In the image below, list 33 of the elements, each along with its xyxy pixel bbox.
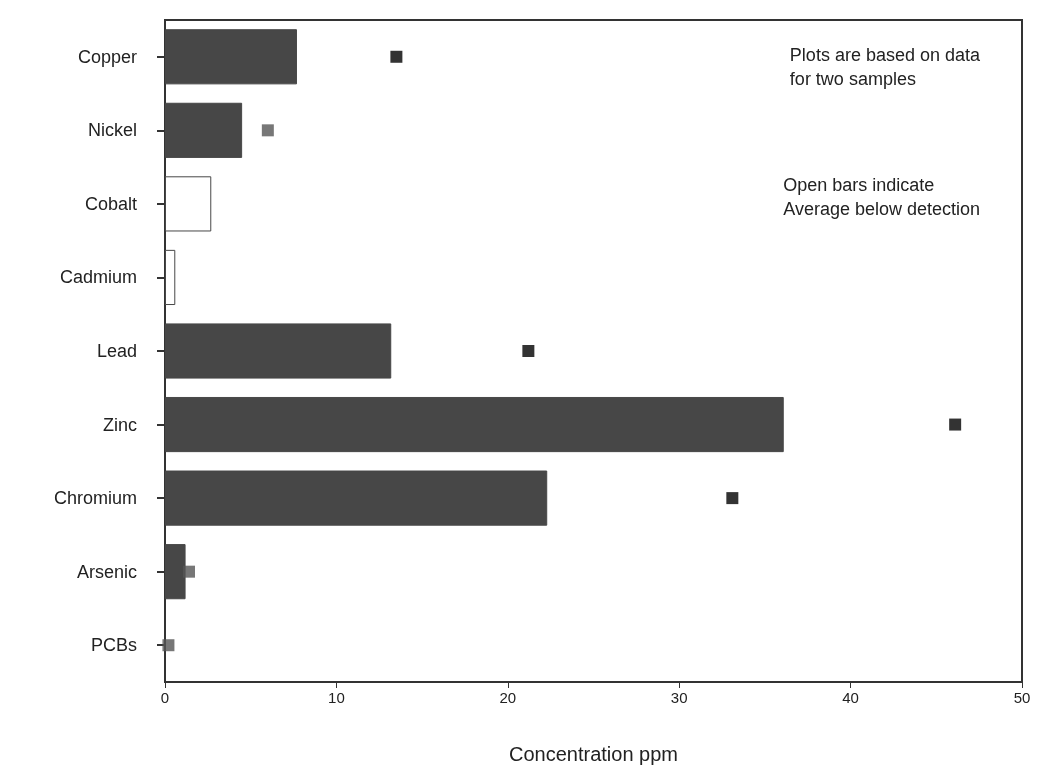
x-tick-label: 50: [1013, 689, 1031, 706]
y-tick-label: Nickel: [87, 120, 137, 141]
x-tick-label: 20: [499, 689, 517, 706]
x-tick-label: 30: [670, 689, 688, 706]
point: [261, 124, 274, 137]
point: [522, 345, 535, 357]
y-tick-label: Cadmium: [59, 267, 137, 288]
x-axis-title: Concentration ppm: [509, 743, 678, 765]
point: [162, 639, 175, 652]
bar: [165, 249, 176, 306]
bar: [165, 544, 186, 600]
x-tick-label: 10: [328, 689, 345, 706]
point: [726, 492, 739, 505]
y-tick-label: Copper: [77, 46, 137, 67]
point: [183, 565, 195, 578]
y-tick-label: Cobalt: [84, 193, 137, 214]
y-tick-label: Arsenic: [76, 561, 137, 582]
x-tick-label: 0: [160, 689, 170, 706]
y-tick-label: Chromium: [53, 488, 137, 509]
y-tick-label: Lead: [96, 341, 137, 361]
y-tick-label: Zinc: [102, 414, 137, 435]
bar: [165, 396, 784, 453]
bar: [165, 470, 548, 526]
x-tick-label: 40: [842, 689, 859, 706]
bar: [165, 29, 297, 85]
annotation: Open bars indicate Average below detection: [783, 175, 981, 219]
bar: [165, 102, 243, 158]
bar: [165, 323, 392, 379]
point: [949, 418, 962, 431]
annotation: Plots are based on data for two samples: [789, 45, 981, 89]
y-tick-label: PCBs: [90, 635, 137, 656]
bar: [165, 176, 212, 232]
point: [390, 50, 403, 63]
